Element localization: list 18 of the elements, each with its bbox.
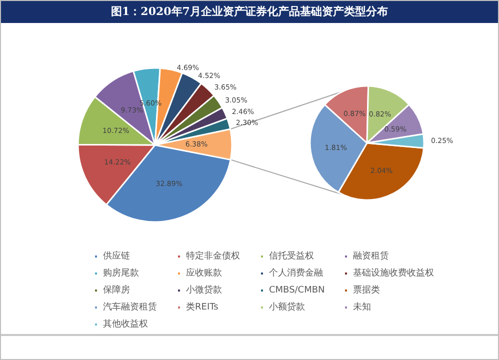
legend-label: 小微贷款	[186, 284, 222, 296]
legend-label: 个人消费金融	[269, 268, 323, 278]
legend-label: 特定非金债权	[186, 250, 240, 262]
legend-label: 未知	[353, 302, 371, 312]
legend-label: 融资租赁	[353, 250, 389, 262]
legend-label: 基础设施收费收益权	[353, 268, 434, 278]
legend-label: 票据类	[353, 284, 380, 296]
legend-label: 类REITs	[186, 302, 219, 312]
legend-label: 小额贷款	[269, 302, 305, 312]
legend-label: 购房尾款	[103, 268, 139, 278]
legend-label: 保障房	[103, 284, 130, 296]
legend-label: 其他收益权	[103, 318, 148, 330]
chart-title: 图1：2020年7月企业资产证券化产品基础资产类型分布	[1, 1, 498, 23]
legend-label: 应收账款	[186, 268, 222, 278]
legend-label: 信托受益权	[269, 250, 314, 262]
legend-label: 供应链	[103, 250, 130, 262]
legend-label: CMBS/CMBN	[269, 286, 325, 296]
legend-label: 汽车融资租赁	[103, 302, 157, 312]
